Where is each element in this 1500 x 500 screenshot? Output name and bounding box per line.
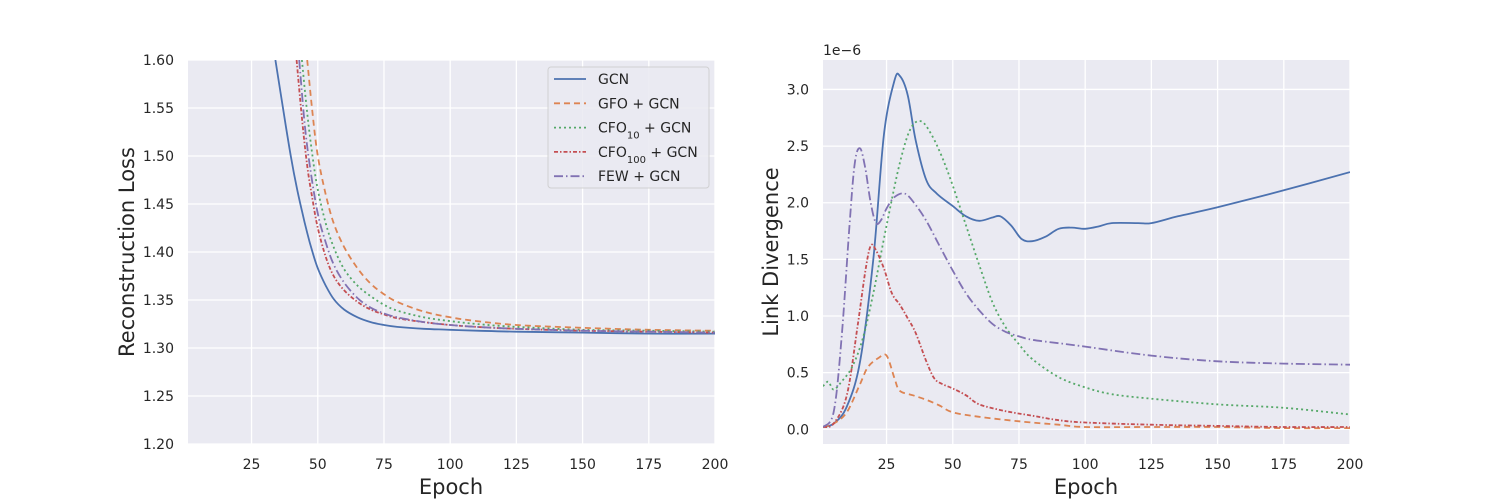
y-tick-label: 1.50 bbox=[143, 149, 174, 165]
series-line-cfo100-gcn bbox=[823, 243, 1350, 428]
series-group bbox=[823, 72, 1350, 430]
x-axis-label: Epoch bbox=[419, 475, 483, 499]
x-tick-labels: 25 50 75 100 125 150 175 200 bbox=[243, 457, 729, 473]
series-line-gfo-gcn bbox=[306, 60, 715, 332]
x-tick-label: 175 bbox=[635, 457, 662, 473]
legend-entry-label: CFO100 + GCN bbox=[598, 145, 698, 166]
legend-box bbox=[547, 66, 710, 189]
offset-text: 1e−6 bbox=[823, 43, 861, 59]
x-tick-label: 175 bbox=[1270, 457, 1297, 473]
x-tick-label: 150 bbox=[1204, 457, 1231, 473]
y-tick-label: 0.5 bbox=[787, 366, 809, 382]
y-tick-labels: 1.20 1.25 1.30 1.35 1.40 1.45 1.50 1.55 1.60 bbox=[143, 53, 174, 453]
y-tick-label: 1.30 bbox=[143, 341, 174, 357]
gridlines bbox=[823, 60, 1351, 444]
gridlines bbox=[188, 59, 716, 445]
y-tick-label: 1.40 bbox=[143, 245, 174, 261]
legend: GCN GFO + GCN CFO10 + GCN CFO100 + GCN FEW +… bbox=[547, 66, 710, 189]
y-tick-label: 2.5 bbox=[787, 139, 809, 155]
x-tick-label: 100 bbox=[437, 457, 464, 473]
legend-entry-label: GCN bbox=[598, 72, 629, 88]
y-tick-label: 1.55 bbox=[143, 101, 174, 117]
series-line-gcn bbox=[823, 72, 1350, 428]
x-tick-label: 25 bbox=[243, 457, 261, 473]
x-tick-label: 50 bbox=[944, 457, 962, 473]
x-tick-label: 75 bbox=[375, 457, 393, 473]
y-tick-label: 2.0 bbox=[787, 196, 809, 212]
y-axis-label: Link Divergence bbox=[759, 167, 783, 336]
series-line-few-gcn bbox=[823, 147, 1350, 428]
legend-entry-label: FEW + GCN bbox=[598, 169, 680, 185]
y-tick-label: 1.35 bbox=[143, 293, 174, 309]
y-tick-label: 1.20 bbox=[143, 437, 174, 453]
x-tick-label: 125 bbox=[1138, 457, 1165, 473]
x-tick-label: 25 bbox=[878, 457, 896, 473]
plot-area bbox=[823, 60, 1350, 444]
y-tick-label: 1.45 bbox=[143, 197, 174, 213]
y-tick-label: 1.5 bbox=[787, 252, 809, 268]
x-tick-label: 75 bbox=[1010, 457, 1028, 473]
link-divergence-chart: 0.0 0.5 1.0 1.5 2.0 2.5 3.0 25 50 75 100 125 150 175… bbox=[759, 43, 1363, 499]
series-line-gcn bbox=[274, 60, 715, 335]
y-tick-label: 3.0 bbox=[787, 82, 809, 98]
legend-entry-label: GFO + GCN bbox=[598, 96, 680, 112]
x-tick-label: 200 bbox=[702, 457, 729, 473]
y-tick-labels: 0.0 0.5 1.0 1.5 2.0 2.5 3.0 bbox=[787, 82, 809, 438]
y-tick-label: 1.0 bbox=[787, 309, 809, 325]
series-line-cfo10-gcn bbox=[823, 120, 1350, 416]
x-tick-label: 200 bbox=[1337, 457, 1364, 473]
reconstruction-loss-chart: 1.20 1.25 1.30 1.35 1.40 1.45 1.50 1.55 1.60 25 5… bbox=[115, 53, 728, 499]
y-axis-label: Reconstruction Loss bbox=[115, 147, 139, 357]
series-group bbox=[274, 60, 715, 335]
x-tick-label: 125 bbox=[503, 457, 530, 473]
x-tick-label: 100 bbox=[1072, 457, 1099, 473]
legend-entry-label: CFO10 + GCN bbox=[598, 121, 691, 142]
legend-items: GCN GFO + GCN CFO10 + GCN CFO100 + GCN FEW +… bbox=[554, 72, 698, 185]
y-tick-label: 0.0 bbox=[787, 422, 809, 438]
series-line-few-gcn bbox=[298, 60, 715, 334]
x-tick-label: 50 bbox=[309, 457, 327, 473]
y-tick-label: 1.25 bbox=[143, 389, 174, 405]
x-tick-label: 150 bbox=[569, 457, 596, 473]
x-axis-label: Epoch bbox=[1054, 475, 1118, 499]
y-tick-label: 1.60 bbox=[143, 53, 174, 69]
series-line-cfo10-gcn bbox=[301, 60, 715, 333]
x-tick-labels: 25 50 75 100 125 150 175 200 bbox=[878, 457, 1364, 473]
series-line-cfo100-gcn bbox=[295, 60, 715, 334]
